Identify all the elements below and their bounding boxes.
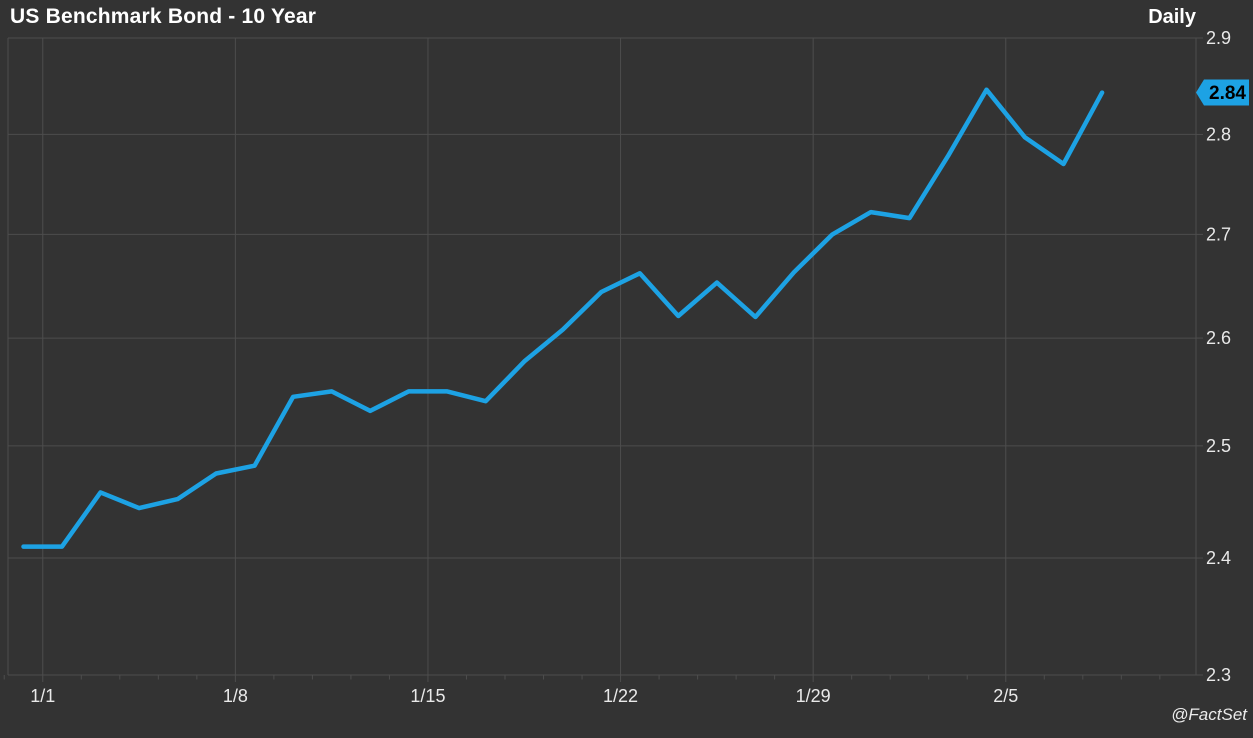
factset-watermark: @FactSet [1171, 705, 1247, 724]
last-price-label: 2.84 [1209, 83, 1246, 104]
x-tick-label: 1/15 [410, 686, 445, 706]
x-tick-label: 1/22 [603, 686, 638, 706]
y-tick-label: 2.9 [1206, 28, 1231, 48]
last-price-badge [1196, 79, 1249, 106]
y-tick-label: 2.8 [1206, 124, 1231, 144]
y-tick-label: 2.3 [1206, 665, 1231, 685]
yield-line-series [21, 87, 1105, 549]
x-tick-label: 1/8 [223, 686, 248, 706]
y-tick-label: 2.7 [1206, 224, 1231, 244]
x-tick-label: 2/5 [993, 686, 1018, 706]
y-tick-label: 2.6 [1206, 328, 1231, 348]
frequency-label: Daily [1148, 6, 1196, 28]
y-tick-label: 2.4 [1206, 548, 1231, 568]
page-title: US Benchmark Bond - 10 Year [10, 5, 317, 28]
x-tick-label: 1/29 [796, 686, 831, 706]
x-tick-label: 1/1 [30, 686, 55, 706]
y-tick-label: 2.5 [1206, 436, 1231, 456]
